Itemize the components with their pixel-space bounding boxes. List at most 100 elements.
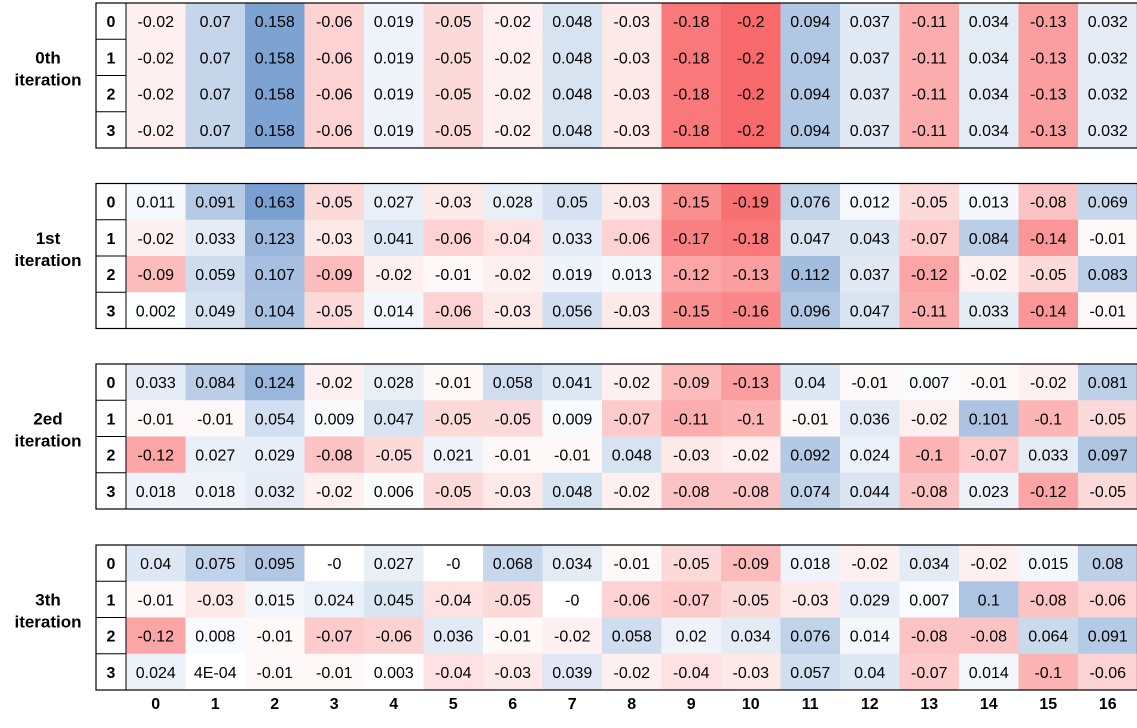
- cell-value-label: -0.05: [673, 556, 710, 573]
- heatmap-cell: [780, 400, 841, 437]
- row-index-cell: [96, 653, 126, 690]
- cell-value-label: -0.02: [554, 629, 591, 646]
- heatmap-cell: [602, 400, 662, 437]
- heatmap-cell: [126, 111, 186, 149]
- heatmap-cell: [245, 111, 305, 149]
- heatmap-cell: [304, 3, 365, 40]
- heatmap-cell: [721, 292, 781, 329]
- heatmap-cell: [185, 364, 246, 401]
- cell-value-label: -0.02: [1030, 375, 1067, 392]
- heatmap-cell: [1018, 653, 1079, 691]
- cell-value-label: -0.1: [1034, 411, 1062, 428]
- cell-value-label: -0.01: [495, 448, 532, 465]
- heatmap-cell: [423, 292, 484, 329]
- row-index-label: 1: [107, 592, 116, 609]
- cell-value-label: -0.11: [912, 50, 947, 67]
- cell-value-label: 0.043: [850, 231, 890, 248]
- cell-value-label: 0.037: [850, 123, 890, 140]
- cell-value-label: 0.009: [552, 411, 592, 428]
- cell-value-label: -0.11: [912, 123, 947, 140]
- heatmap-cell: [780, 436, 841, 474]
- heatmap-cell: [780, 111, 841, 149]
- cell-value-label: -0.08: [911, 484, 948, 501]
- heatmap-cell: [1078, 653, 1137, 691]
- row-index-label: 2: [107, 629, 116, 646]
- heatmap-cell: [126, 545, 186, 582]
- cell-value-label: -0.02: [138, 87, 175, 104]
- column-label: 15: [1039, 696, 1057, 713]
- cell-value-label: 0.033: [195, 231, 235, 248]
- row-index-label: 0: [107, 195, 116, 212]
- heatmap-cell: [661, 472, 722, 510]
- heatmap-cell: [126, 183, 186, 221]
- cell-value-label: 0.032: [1088, 50, 1128, 67]
- cell-value-label: 0.091: [195, 195, 235, 212]
- cell-value-label: -0.03: [614, 50, 651, 67]
- heatmap-cell: [602, 256, 662, 293]
- heatmap-cell: [423, 545, 484, 582]
- heatmap-cell: [721, 472, 781, 510]
- heatmap-cell: [483, 472, 543, 510]
- column-label: 3: [330, 696, 339, 713]
- heatmap-cell: [423, 653, 484, 691]
- heatmap-cell: [483, 3, 543, 40]
- cell-value-label: 0.033: [136, 375, 176, 392]
- cell-value-label: -0.12: [138, 629, 175, 646]
- panel-border: [95, 544, 1137, 691]
- cell-value-label: 0.036: [850, 411, 890, 428]
- cell-value-label: 0.041: [552, 375, 592, 392]
- cell-value-label: -0.01: [257, 629, 294, 646]
- heatmap-cell: [899, 617, 960, 655]
- row-index-cell: [96, 545, 126, 582]
- heatmap-cell: [126, 436, 186, 474]
- heatmap-cell: [721, 183, 781, 221]
- heatmap-cell: [1018, 111, 1079, 149]
- heatmap-cell: [602, 183, 662, 221]
- column-label: 11: [802, 696, 819, 713]
- heatmap-cell: [661, 183, 722, 221]
- cell-value-label: 0.014: [374, 303, 414, 320]
- heatmap-cell: [899, 400, 960, 437]
- panel-label: iteration: [14, 251, 81, 270]
- heatmap-cell: [483, 183, 543, 221]
- heatmap-cell: [245, 472, 305, 510]
- heatmap-cell: [185, 111, 246, 149]
- heatmap-cell: [1078, 364, 1137, 401]
- heatmap-cell: [542, 400, 603, 437]
- cell-value-label: -0.07: [911, 231, 948, 248]
- heatmap-cell: [126, 219, 186, 257]
- heatmap-cell: [959, 472, 1019, 510]
- heatmap-cell: [602, 617, 662, 655]
- cell-value-label: -0.1: [737, 411, 765, 428]
- cell-value-label: -0.03: [197, 592, 234, 609]
- cell-value-label: 0.037: [850, 87, 890, 104]
- cell-value-label: 0.019: [374, 87, 414, 104]
- heatmap-cell: [602, 436, 662, 474]
- heatmap-cell: [661, 111, 722, 149]
- heatmap-cell: [423, 364, 484, 401]
- cell-value-label: 0.006: [374, 484, 414, 501]
- cell-value-label: 0.015: [1028, 556, 1068, 573]
- cell-value-label: -0.08: [971, 629, 1008, 646]
- cell-value-label: -0.02: [138, 231, 175, 248]
- cell-value-label: -0.05: [435, 87, 472, 104]
- heatmap-cell: [483, 75, 543, 113]
- heatmap-cell: [602, 653, 662, 691]
- cell-value-label: -0.01: [971, 375, 1008, 392]
- panel-label: iteration: [14, 432, 81, 451]
- heatmap-cell: [185, 545, 246, 582]
- heatmap-cell: [364, 39, 424, 76]
- cell-value-label: 0.049: [195, 303, 235, 320]
- heatmap-cell: [840, 653, 900, 691]
- heatmap-cell: [899, 292, 960, 329]
- heatmap-cell: [542, 256, 603, 293]
- cell-value-label: -0.02: [733, 448, 770, 465]
- cell-value-label: 0.057: [790, 665, 830, 682]
- heatmap-cell: [542, 219, 603, 257]
- heatmap-cell: [959, 183, 1019, 221]
- panel-label: 0th: [35, 49, 61, 68]
- heatmap-cell: [602, 3, 662, 40]
- heatmap-cell: [483, 400, 543, 437]
- heatmap-cell: [1018, 75, 1079, 113]
- cell-value-label: -0.05: [376, 448, 413, 465]
